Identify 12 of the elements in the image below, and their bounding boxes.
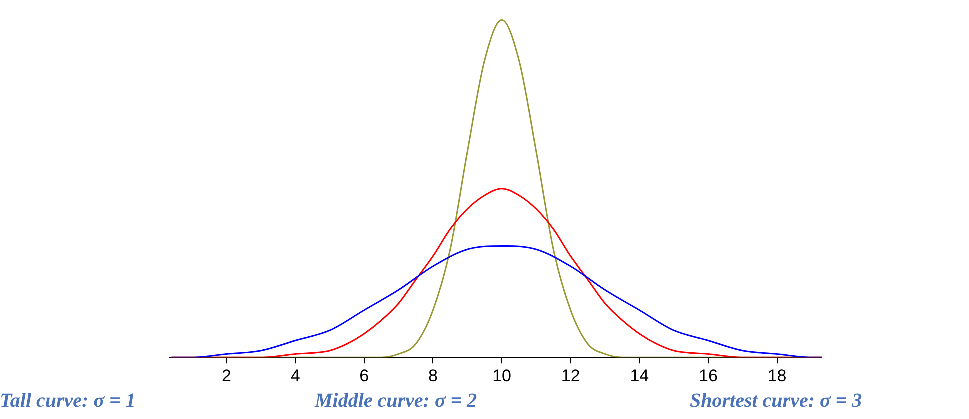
x-tick-label: 18 (768, 366, 787, 386)
x-tick-label: 16 (699, 366, 718, 386)
text: Tall curve: σ = 1 (0, 390, 136, 413)
x-tick-label: 14 (630, 366, 650, 386)
text: Middle curve: σ = 2 (315, 390, 478, 413)
x-tick-label: 6 (360, 366, 370, 386)
x-tick-label: 12 (561, 366, 580, 386)
text: Shortest curve: σ = 3 (690, 390, 862, 413)
x-tick-label: 8 (428, 366, 438, 386)
x-tick-label: 2 (222, 366, 232, 386)
x-tick-label: 10 (492, 366, 512, 386)
x-tick-label: 4 (290, 366, 300, 386)
